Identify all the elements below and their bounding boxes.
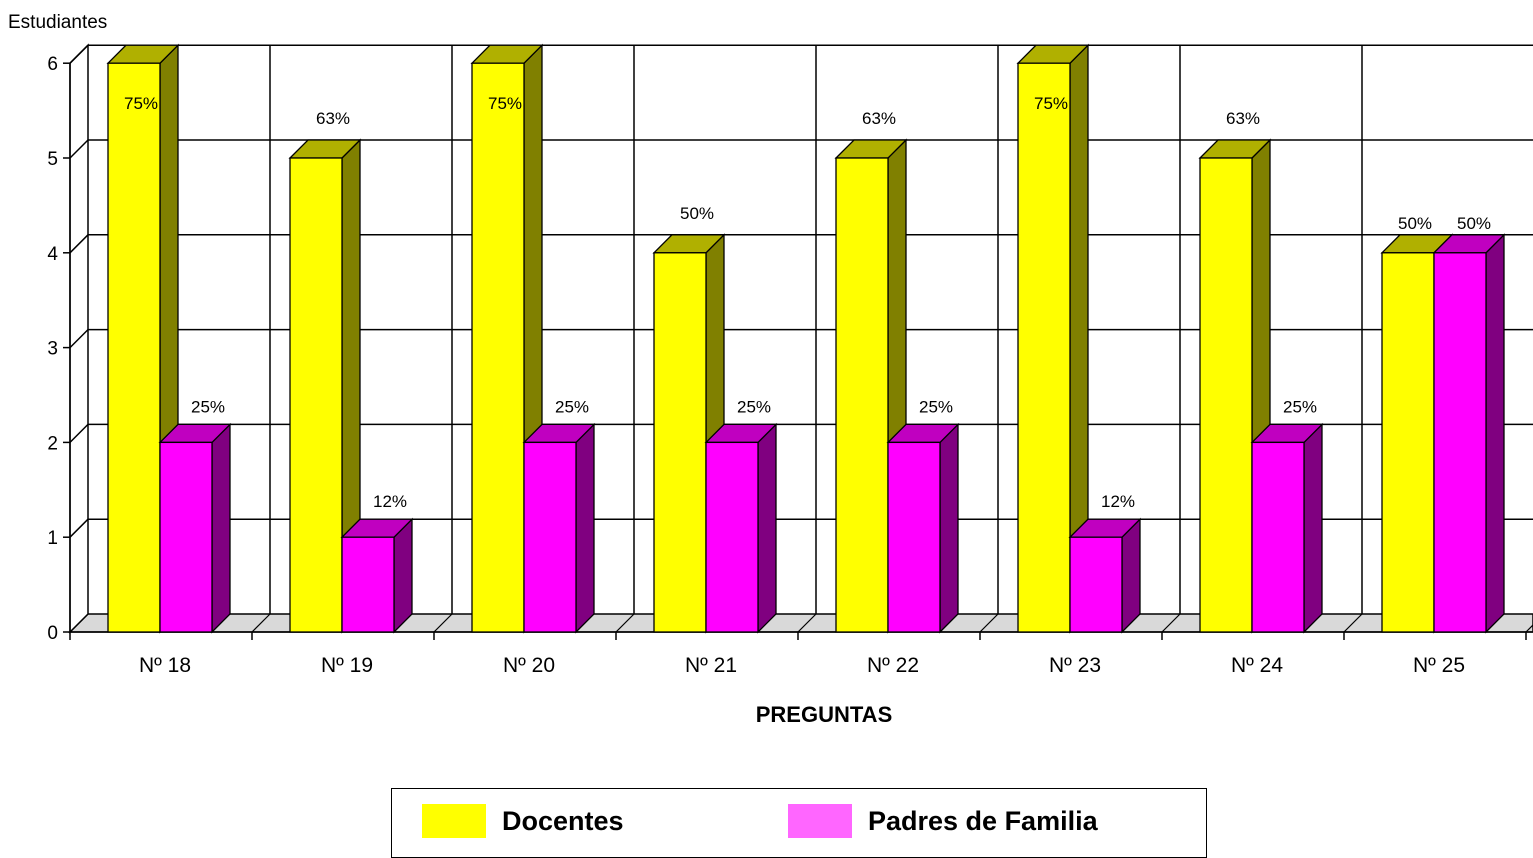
legend-swatch-padres [788,804,852,838]
y-tick-label: 2 [47,433,58,454]
data-label-docentes: 50% [1398,214,1432,233]
bar-docentes [470,43,544,634]
bar-padres-front [1433,252,1487,633]
bar-padres [522,422,596,634]
x-tick-label: Nº 21 [685,654,737,677]
bar-padres [886,422,960,634]
bar-padres-side [575,422,595,634]
x-tick-label: Nº 20 [503,654,555,677]
bar-docentes-front [471,62,525,633]
data-label-docentes: 75% [124,94,158,113]
floor-divider [797,613,817,633]
bar-padres [340,517,414,634]
bar-padres [704,422,778,634]
bar-padres [1432,233,1506,634]
data-label-padres: 50% [1457,214,1491,233]
bar-padres-side [393,517,413,634]
legend-swatch-docentes [422,804,486,838]
legend-item-docentes: Docentes [422,801,624,841]
data-label-padres: 12% [1101,492,1135,511]
bar-padres [1068,517,1142,634]
data-label-padres: 12% [373,492,407,511]
floor-divider [979,613,999,633]
data-label-docentes: 75% [488,94,522,113]
data-label-docentes: 75% [1034,94,1068,113]
floor-divider [615,613,635,633]
x-axis-label: PREGUNTAS [756,702,893,727]
legend-label-docentes: Docentes [502,805,624,836]
bar-docentes-front [1017,62,1071,633]
x-tick-label: Nº 18 [139,654,191,677]
chart-data-labels: 75% 25% 63% 12% 75% 25% 50% 25% 63% 25% 75% 12% 63% 2… [124,94,1491,511]
bar-padres [158,422,232,634]
y-axis-label: Estudiantes [8,12,107,33]
chart-legend: Docentes Padres de Familia [391,788,1207,858]
gridline-side [69,423,89,443]
bar-docentes [288,138,362,634]
y-tick-label: 6 [47,54,58,75]
data-label-docentes: 63% [316,109,350,128]
x-tick-label: Nº 24 [1231,654,1283,677]
bar-padres-side [939,422,959,634]
floor-divider [1343,613,1363,633]
gridline-side [69,518,89,538]
bar-padres-front [341,536,395,633]
chart-tick-labels: 0 1 2 3 4 5 6 Nº 18 Nº 19 Nº 20 Nº 21 Nº 22 Nº 23 Nº … [47,54,1465,677]
bar-docentes-front [653,252,707,633]
data-label-docentes: 63% [1226,109,1260,128]
data-label-padres: 25% [555,397,589,416]
bar-padres-front [887,441,941,633]
bar-padres-side [757,422,777,634]
floor-divider [1525,624,1533,633]
bar-padres-side [1303,422,1323,634]
legend-item-padres: Padres de Familia [788,801,1098,841]
gridline-side [69,234,89,254]
bar-padres-front [1069,536,1123,633]
bar-padres-front [159,441,213,633]
bar-padres-side [211,422,231,634]
bar-padres-front [705,441,759,633]
y-tick-label: 1 [47,528,58,549]
bar-docentes-front [1199,157,1253,633]
bar-padres-side [1485,233,1505,634]
bar-docentes-front [289,157,343,633]
floor-divider [1161,613,1181,633]
bar-docentes [1016,43,1090,634]
bar-padres-front [523,441,577,633]
chart-bars [106,43,1506,634]
y-tick-label: 5 [47,149,58,170]
x-tick-label: Nº 25 [1413,654,1465,677]
gridline-side [69,329,89,349]
gridline-side [69,44,89,64]
y-tick-label: 4 [47,244,58,265]
x-tick-label: Nº 19 [321,654,373,677]
x-tick-label: Nº 23 [1049,654,1101,677]
data-label-padres: 25% [737,397,771,416]
bar-docentes [1198,138,1272,634]
x-tick-label: Nº 22 [867,654,919,677]
bar-docentes-front [1381,252,1435,633]
bar-padres [1250,422,1324,634]
floor-divider [433,613,453,633]
bar-padres-front [1251,441,1305,633]
data-label-padres: 25% [919,397,953,416]
data-label-docentes: 63% [862,109,896,128]
data-label-docentes: 50% [680,204,714,223]
floor-divider [251,613,271,633]
gridline-side [69,139,89,159]
data-label-padres: 25% [1283,397,1317,416]
y-tick-label: 3 [47,339,58,360]
y-tick-label: 0 [47,623,58,644]
data-label-padres: 25% [191,397,225,416]
bar-padres-side [1121,517,1141,634]
bar-docentes-front [107,62,161,633]
bar-docentes-front [835,157,889,633]
legend-label-padres: Padres de Familia [868,805,1098,836]
